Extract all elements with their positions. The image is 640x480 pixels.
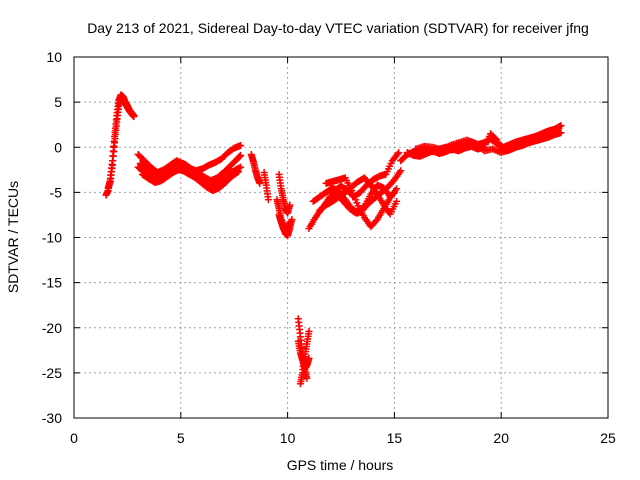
data-point [233,169,241,177]
gridlines [74,57,608,418]
series-arc-4 [136,151,245,185]
data-point [130,113,138,121]
y-tick-label: -30 [42,410,62,426]
y-tick-label: 0 [54,139,62,155]
series-arc-18 [326,167,405,217]
y-tick-label: -10 [42,230,62,246]
plot-frame [73,56,609,419]
y-tick-label: -25 [42,365,62,381]
series-arc-10 [275,170,294,217]
series-arc-1b [104,94,138,192]
data-point [372,217,380,225]
series-arc-5 [138,165,242,195]
x-axis-label: GPS time / hours [287,457,394,473]
data-point [256,179,264,187]
axis-ticks: -30 -25 -20 -15 -10 -5 0 5 10 0 5 10 15 20 25 [42,49,616,446]
series-arc-13 [294,337,313,372]
data-point [395,149,403,157]
data-points [102,91,565,388]
x-tick-label: 15 [387,430,403,446]
y-tick-label: 10 [46,49,62,65]
data-point [288,215,296,223]
data-point [555,124,563,132]
x-tick-label: 25 [600,430,616,446]
data-point [393,197,401,205]
x-tick-label: 0 [70,430,78,446]
x-tick-label: 20 [493,430,509,446]
data-point [393,185,401,193]
x-tick-label: 10 [280,430,296,446]
x-tick-label: 5 [177,430,185,446]
data-point [286,201,294,209]
y-tick-label: -5 [50,184,63,200]
data-point [236,152,244,160]
chart-title: Day 213 of 2021, Sidereal Day-to-day VTE… [87,20,589,36]
y-tick-label: -15 [42,275,62,291]
data-point [237,141,245,149]
series-arc-6 [247,150,264,187]
data-point [234,168,242,176]
data-point [303,374,311,382]
y-tick-label: 5 [54,94,62,110]
data-point [492,135,500,143]
data-point [305,354,313,362]
data-point [305,327,313,335]
data-point [237,151,245,159]
series-arc-12 [296,327,313,388]
y-tick-label: -20 [42,320,62,336]
data-point [264,196,272,204]
series-arc-21 [412,124,563,157]
series-arc-9 [275,211,296,240]
y-axis-label: SDTVAR / TECUs [5,181,21,293]
data-point [237,163,245,171]
data-point [397,167,405,175]
data-point [557,129,565,137]
series-arc-7 [260,169,272,204]
